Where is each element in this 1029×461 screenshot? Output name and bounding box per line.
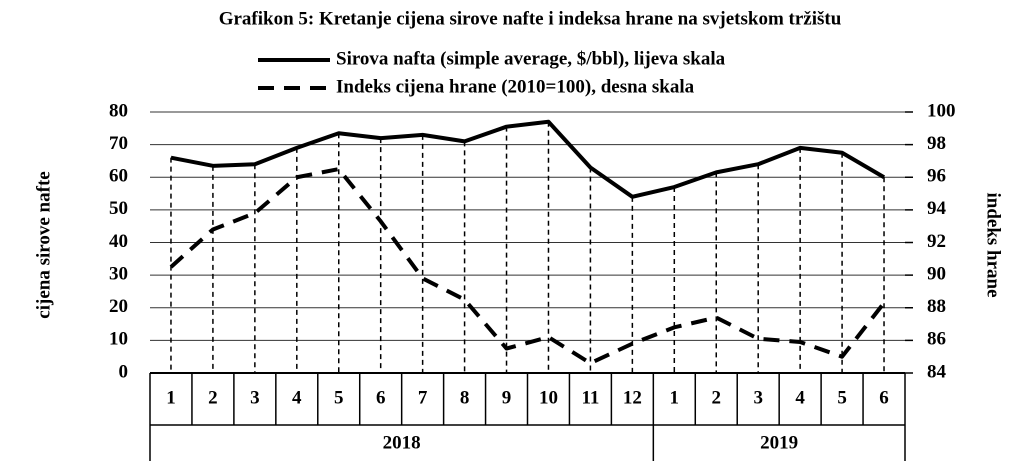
- x-tick-label: 1: [166, 387, 176, 408]
- x-tick-label: 6: [879, 387, 889, 408]
- x-tick-label: 5: [837, 387, 847, 408]
- y2-tick-label: 96: [927, 166, 946, 187]
- x-tick-label: 8: [460, 387, 470, 408]
- group-label: 2019: [760, 432, 798, 453]
- x-tick-label: 2: [712, 387, 722, 408]
- y-tick-label: 60: [109, 166, 128, 187]
- y2-tick-label: 84: [927, 361, 947, 382]
- x-tick-label: 10: [539, 387, 558, 408]
- chart-title: Grafikon 5: Kretanje cijena sirove nafte…: [219, 8, 842, 29]
- x-tick-label: 5: [334, 387, 344, 408]
- y-tick-label: 70: [109, 133, 128, 154]
- y2-tick-label: 86: [927, 329, 946, 350]
- y-axis-label: cijena sirove nafte: [33, 171, 54, 318]
- y-tick-label: 10: [109, 329, 128, 350]
- y2-tick-label: 98: [927, 133, 946, 154]
- y2-tick-label: 90: [927, 263, 946, 284]
- x-tick-label: 4: [292, 387, 302, 408]
- y-tick-label: 50: [109, 198, 128, 219]
- x-tick-label: 9: [502, 387, 512, 408]
- x-tick-label: 7: [418, 387, 428, 408]
- y2-tick-label: 100: [927, 100, 956, 121]
- y2-tick-label: 92: [927, 231, 946, 252]
- y-tick-label: 40: [109, 231, 128, 252]
- y2-tick-label: 88: [927, 296, 946, 317]
- y2-tick-label: 94: [927, 198, 947, 219]
- x-tick-label: 11: [581, 387, 599, 408]
- x-tick-label: 6: [376, 387, 386, 408]
- series-line: [170, 119, 886, 199]
- y-tick-label: 80: [109, 100, 128, 121]
- x-tick-label: 1: [670, 387, 680, 408]
- y2-axis-label: indeks hrane: [983, 192, 1004, 297]
- y-tick-label: 30: [109, 263, 128, 284]
- y-tick-label: 0: [119, 361, 129, 382]
- x-tick-label: 12: [623, 387, 642, 408]
- x-tick-label: 4: [795, 387, 805, 408]
- series-line: [169, 167, 886, 366]
- legend-label: Sirova nafta (simple average, $/bbl), li…: [336, 48, 726, 69]
- x-tick-label: 3: [753, 387, 763, 408]
- x-tick-label: 3: [250, 387, 260, 408]
- group-label: 2018: [383, 432, 421, 453]
- legend-label: Indeks cijena hrane (2010=100), desna sk…: [336, 76, 695, 97]
- y-tick-label: 20: [109, 296, 128, 317]
- x-tick-label: 2: [208, 387, 218, 408]
